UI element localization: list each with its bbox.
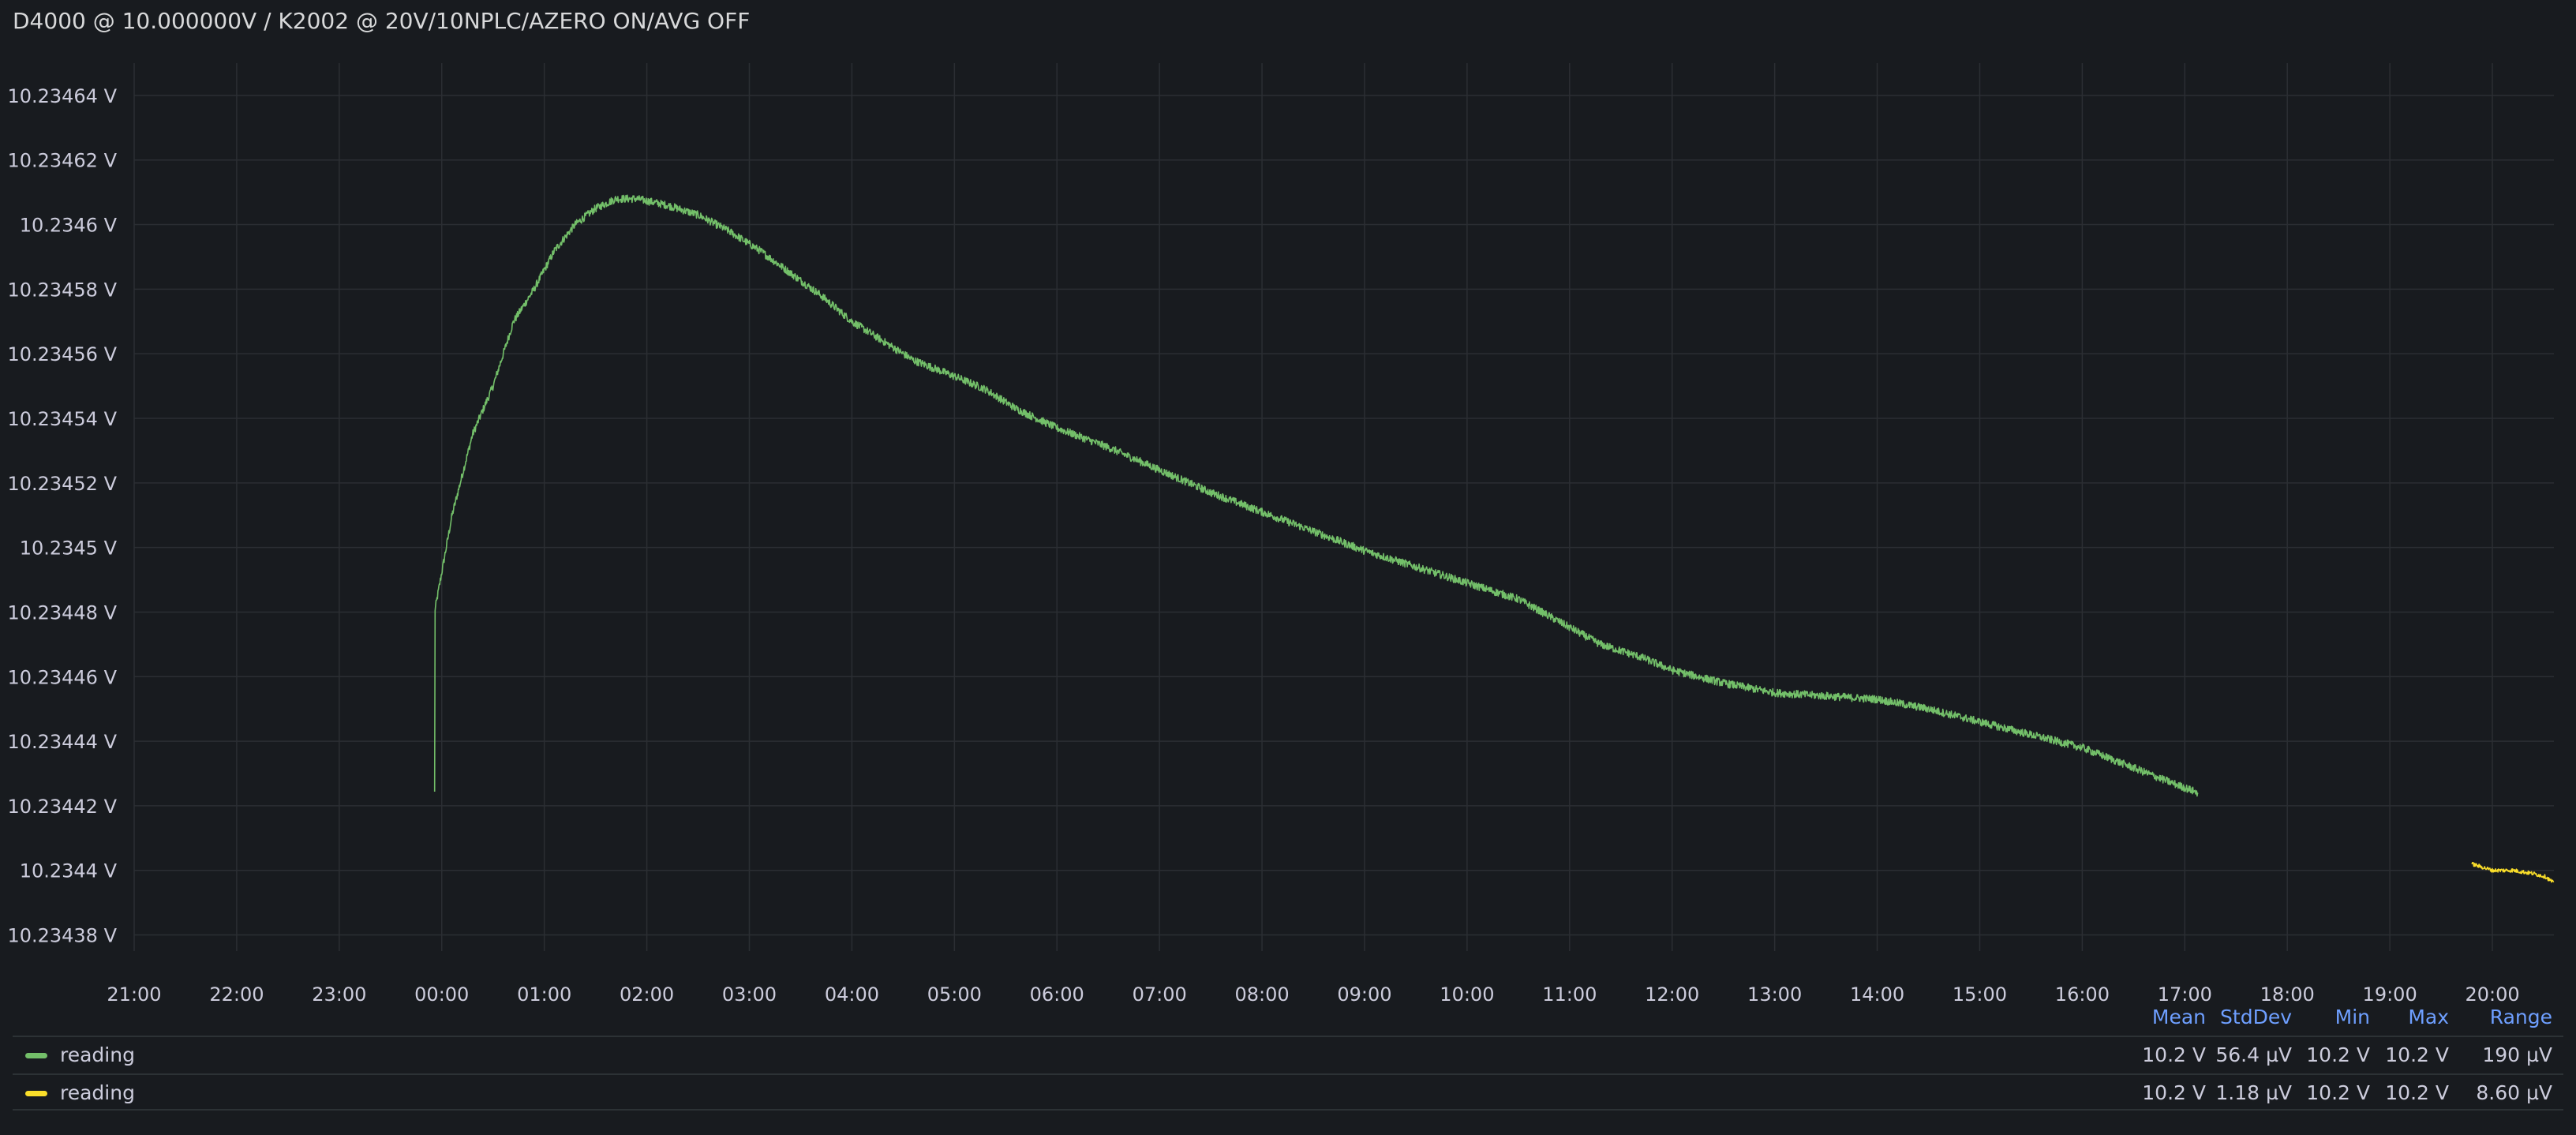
- series-line-green[interactable]: [433, 194, 2199, 797]
- x-tick-label: 21:00: [107, 983, 161, 1006]
- y-tick-label: 10.23448 V: [7, 601, 117, 624]
- legend-mean-value: 10.2 V: [2142, 1043, 2206, 1066]
- legend-range-value: 190 µV: [2482, 1043, 2552, 1066]
- legend-stddev-value: 56.4 µV: [2215, 1043, 2292, 1066]
- x-tick-label: 20:00: [2465, 983, 2519, 1006]
- y-tick-label: 10.23444 V: [7, 731, 117, 753]
- y-tick-label: 10.23456 V: [7, 343, 117, 365]
- x-tick-label: 16:00: [2055, 983, 2110, 1006]
- timeseries-chart[interactable]: 10.23438 V 10.2344 V 10.23442 V 10.23444 V 1…: [0, 0, 2576, 1026]
- x-tick-label: 05:00: [927, 983, 982, 1006]
- legend-header-min[interactable]: Min: [2334, 1006, 2370, 1028]
- x-tick-label: 17:00: [2158, 983, 2212, 1006]
- y-tick-label: 10.2345 V: [20, 538, 118, 560]
- y-axis: 10.23438 V 10.2344 V 10.23442 V 10.23444 V 1…: [7, 85, 117, 947]
- legend-header-range[interactable]: Range: [2489, 1006, 2552, 1028]
- series-layer: [433, 194, 2555, 883]
- legend-bottom-divider: [13, 1109, 2563, 1111]
- legend-header-max[interactable]: Max: [2408, 1006, 2449, 1028]
- legend-row-yellow[interactable]: reading 10.2 V 1.18 µV 10.2 V 10.2 V 8.6…: [13, 1073, 2563, 1111]
- x-tick-label: 11:00: [1542, 983, 1597, 1006]
- legend-mean-value: 10.2 V: [2142, 1081, 2206, 1104]
- grid-lines: [133, 63, 2554, 951]
- x-tick-label: 02:00: [620, 983, 674, 1006]
- y-tick-label: 10.23446 V: [7, 666, 117, 688]
- x-tick-label: 15:00: [1953, 983, 2007, 1006]
- legend-max-value: 10.2 V: [2385, 1081, 2449, 1104]
- y-tick-label: 10.23438 V: [7, 925, 117, 947]
- legend-row-green[interactable]: reading 10.2 V 56.4 µV 10.2 V 10.2 V 190…: [13, 1036, 2563, 1073]
- legend-min-value: 10.2 V: [2306, 1081, 2370, 1104]
- legend-series-name[interactable]: reading: [60, 1043, 135, 1066]
- x-tick-label: 23:00: [312, 983, 366, 1006]
- y-tick-label: 10.23442 V: [7, 796, 117, 818]
- x-axis: 21:00 22:00 23:00 00:00 01:00 02:00 03:00 04:00…: [107, 983, 2519, 1006]
- x-tick-label: 12:00: [1645, 983, 1699, 1006]
- x-tick-label: 09:00: [1337, 983, 1391, 1006]
- legend-table: Mean StdDev Min Max Range reading 10.2 V…: [13, 1006, 2563, 1111]
- series-color-swatch: [25, 1091, 47, 1096]
- y-tick-label: 10.23458 V: [7, 279, 117, 301]
- x-tick-label: 03:00: [722, 983, 777, 1006]
- legend-stddev-value: 1.18 µV: [2215, 1081, 2292, 1104]
- y-tick-label: 10.23464 V: [7, 85, 117, 107]
- y-tick-label: 10.2346 V: [20, 215, 118, 237]
- x-tick-label: 19:00: [2363, 983, 2417, 1006]
- x-tick-label: 07:00: [1133, 983, 1187, 1006]
- x-tick-label: 18:00: [2260, 983, 2315, 1006]
- legend-range-value: 8.60 µV: [2476, 1081, 2552, 1104]
- legend-header-stddev[interactable]: StdDev: [2220, 1006, 2292, 1028]
- legend-series-name[interactable]: reading: [60, 1081, 135, 1104]
- y-tick-label: 10.23462 V: [7, 150, 117, 172]
- y-tick-label: 10.23452 V: [7, 473, 117, 495]
- legend-header-mean[interactable]: Mean: [2151, 1006, 2206, 1028]
- legend-min-value: 10.2 V: [2306, 1043, 2370, 1066]
- series-color-swatch: [25, 1053, 47, 1058]
- x-tick-label: 00:00: [414, 983, 469, 1006]
- x-tick-label: 08:00: [1234, 983, 1289, 1006]
- y-tick-label: 10.23454 V: [7, 408, 117, 430]
- y-tick-label: 10.2344 V: [20, 860, 118, 882]
- x-tick-label: 22:00: [209, 983, 264, 1006]
- x-tick-label: 10:00: [1440, 983, 1494, 1006]
- series-line-yellow[interactable]: [2471, 861, 2555, 883]
- x-tick-label: 04:00: [825, 983, 879, 1006]
- x-tick-label: 13:00: [1747, 983, 1802, 1006]
- x-tick-label: 01:00: [517, 983, 571, 1006]
- panel-title[interactable]: D4000 @ 10.000000V / K2002 @ 20V/10NPLC/…: [13, 8, 751, 34]
- x-tick-label: 14:00: [1850, 983, 1904, 1006]
- legend-max-value: 10.2 V: [2385, 1043, 2449, 1066]
- x-tick-label: 06:00: [1030, 983, 1084, 1006]
